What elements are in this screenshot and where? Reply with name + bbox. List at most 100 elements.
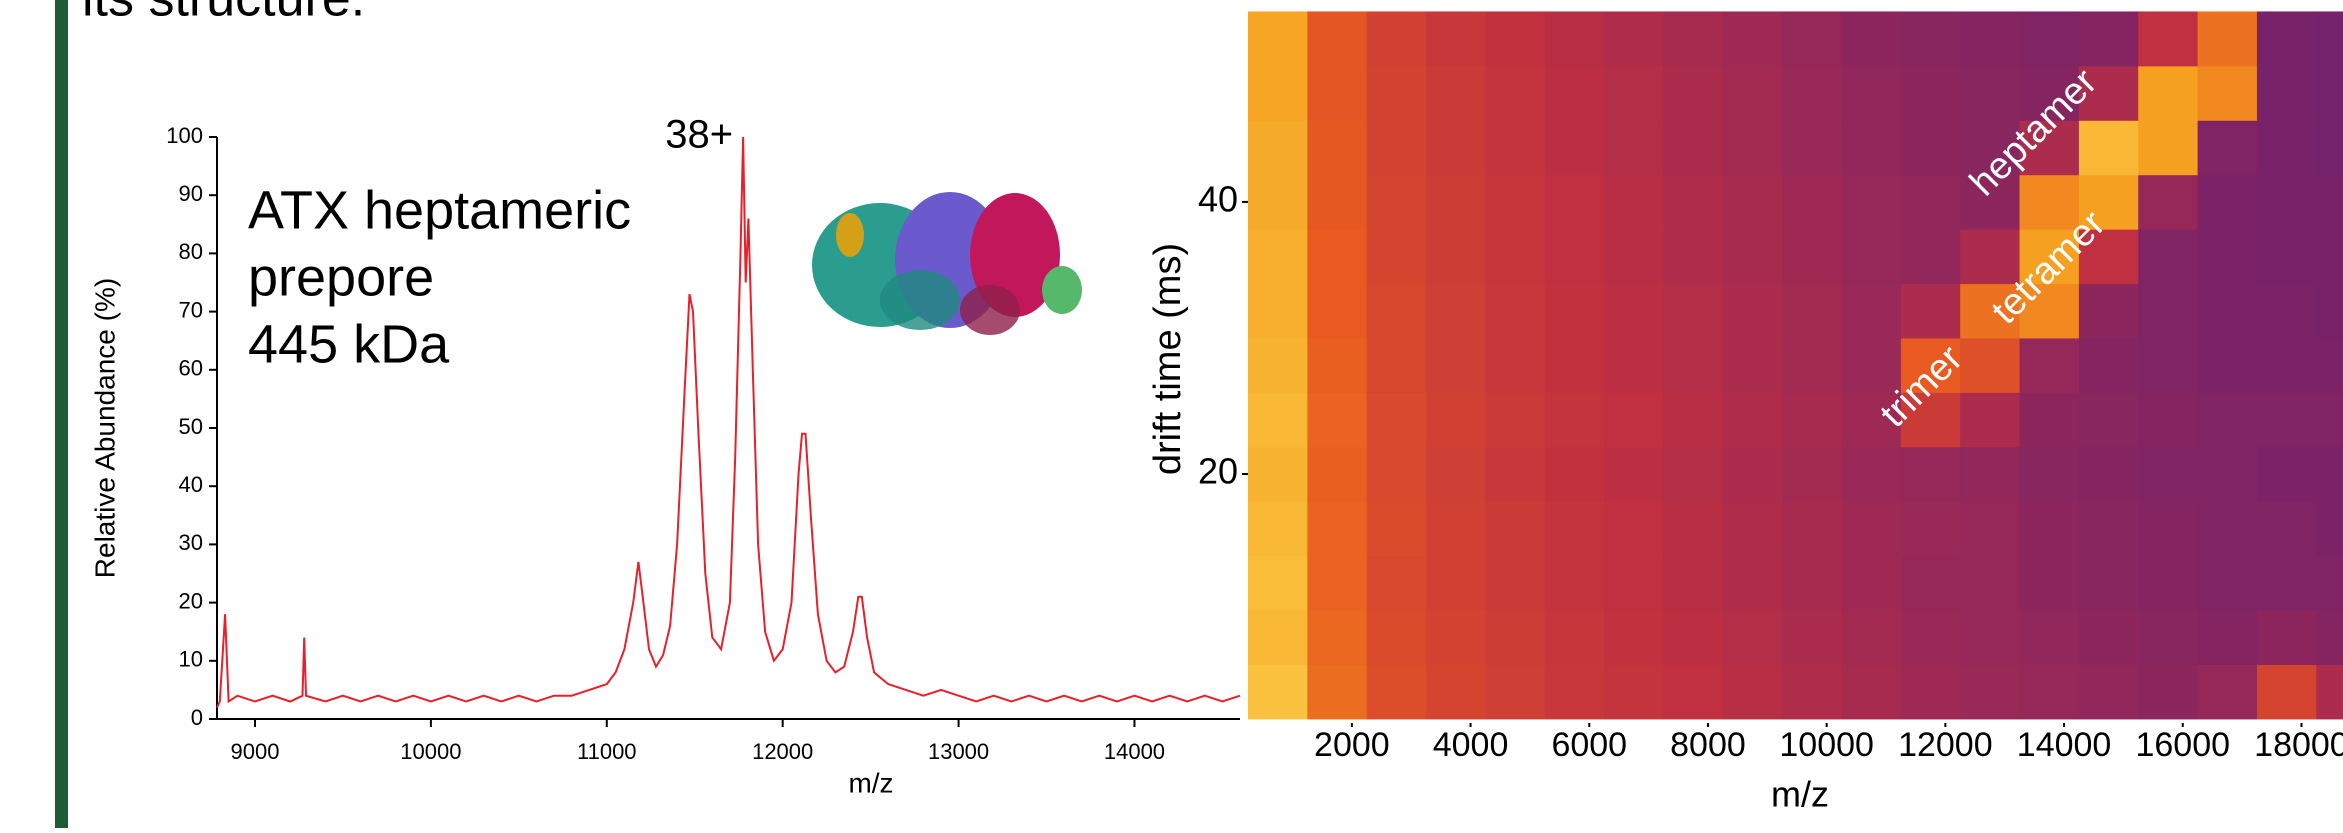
heat-cell <box>2020 447 2080 502</box>
heat-cell <box>1307 284 1367 339</box>
heat-cell <box>1723 284 1783 339</box>
y-tick-label: 70 <box>179 297 203 322</box>
heat-cell <box>2257 11 2317 66</box>
heat-cell <box>1901 175 1961 230</box>
heat-cell <box>2316 392 2343 447</box>
heatmap <box>1248 11 2343 719</box>
heat-cell <box>2138 175 2198 230</box>
heat-cell <box>1604 11 1664 66</box>
heat-cell <box>2079 392 2139 447</box>
heat-cell <box>2198 11 2258 66</box>
heat-cell <box>2257 610 2317 665</box>
heat-cell <box>2020 501 2080 556</box>
heat-cell <box>1485 664 1545 719</box>
heat-cell <box>1604 447 1664 502</box>
heat-cell <box>1367 284 1427 339</box>
heat-cell <box>1248 11 1308 66</box>
heat-cell <box>1901 664 1961 719</box>
heat-cell <box>1485 284 1545 339</box>
heat-cell <box>1545 664 1605 719</box>
heat-cell <box>1485 610 1545 665</box>
heat-cell <box>2138 284 2198 339</box>
heat-cell <box>1307 11 1367 66</box>
heat-cell <box>2020 392 2080 447</box>
heat-cell <box>1782 66 1842 121</box>
heat-cell <box>1426 610 1486 665</box>
heat-cell <box>1485 501 1545 556</box>
heat-cell <box>2198 120 2258 175</box>
heat-cell <box>1782 175 1842 230</box>
heat-cell <box>1723 664 1783 719</box>
heat-cell <box>1723 338 1783 393</box>
y-tick-label: 40 <box>1198 178 1238 219</box>
heat-cell <box>1545 120 1605 175</box>
heat-cell <box>2138 392 2198 447</box>
heat-cell <box>2020 610 2080 665</box>
y-tick-label: 60 <box>179 356 203 381</box>
heat-cell <box>1248 610 1308 665</box>
heat-cell <box>2138 501 2198 556</box>
heat-cell <box>1248 66 1308 121</box>
heat-cell <box>1841 664 1901 719</box>
heat-cell <box>1841 120 1901 175</box>
heat-cell <box>2198 338 2258 393</box>
heat-cell <box>2198 392 2258 447</box>
heat-cell <box>1841 447 1901 502</box>
heat-cell <box>2138 11 2198 66</box>
heat-cell <box>2257 66 2317 121</box>
heat-cell <box>1782 392 1842 447</box>
y-tick-label: 30 <box>179 530 203 555</box>
heat-cell <box>1723 229 1783 284</box>
heat-cell <box>1248 556 1308 611</box>
heat-cell <box>1841 338 1901 393</box>
x-tick-label: 14000 <box>2017 726 2112 764</box>
heat-cell <box>2316 664 2343 719</box>
heat-cell <box>2316 284 2343 339</box>
y-tick-label: 20 <box>1198 451 1238 492</box>
heat-cell <box>1367 11 1427 66</box>
heat-cell <box>1663 447 1723 502</box>
heat-cell <box>2316 66 2343 121</box>
heat-cell <box>1782 120 1842 175</box>
heat-cell <box>2079 610 2139 665</box>
heat-cell <box>1426 120 1486 175</box>
heat-cell <box>2316 120 2343 175</box>
heat-cell <box>1545 392 1605 447</box>
heat-cell <box>1841 610 1901 665</box>
heat-cell <box>1960 610 2020 665</box>
heat-cell <box>1782 664 1842 719</box>
protein-image <box>812 192 1082 335</box>
heat-cell <box>1841 229 1901 284</box>
heat-cell <box>1426 284 1486 339</box>
heat-cell <box>1663 66 1723 121</box>
x-tick-label: 2000 <box>1314 726 1390 764</box>
heat-cell <box>1485 392 1545 447</box>
heat-cell <box>1604 66 1664 121</box>
heat-cell <box>1545 556 1605 611</box>
heat-cell <box>2020 664 2080 719</box>
heat-cell <box>1960 447 2020 502</box>
heat-cell <box>1663 284 1723 339</box>
heat-cell <box>1901 447 1961 502</box>
heat-cell <box>1367 664 1427 719</box>
heat-cell <box>1307 175 1367 230</box>
heat-cell <box>2257 229 2317 284</box>
heat-cell <box>1901 11 1961 66</box>
x-axis-label: m/z <box>848 767 893 798</box>
heat-cell <box>1663 501 1723 556</box>
annotation: 445 kDa <box>248 314 450 374</box>
heat-cell <box>1723 392 1783 447</box>
heat-cell <box>1545 338 1605 393</box>
heat-cell <box>1960 338 2020 393</box>
heat-cell <box>2257 120 2317 175</box>
heat-cell <box>1307 664 1367 719</box>
heat-cell <box>2257 556 2317 611</box>
heat-cell <box>2257 392 2317 447</box>
heat-cell <box>1545 11 1605 66</box>
heat-cell <box>1367 501 1427 556</box>
x-tick-label: 14000 <box>1104 739 1165 764</box>
heat-cell <box>1723 556 1783 611</box>
x-tick-label: 8000 <box>1670 726 1746 764</box>
heat-cell <box>1367 610 1427 665</box>
heat-cell <box>1723 66 1783 121</box>
